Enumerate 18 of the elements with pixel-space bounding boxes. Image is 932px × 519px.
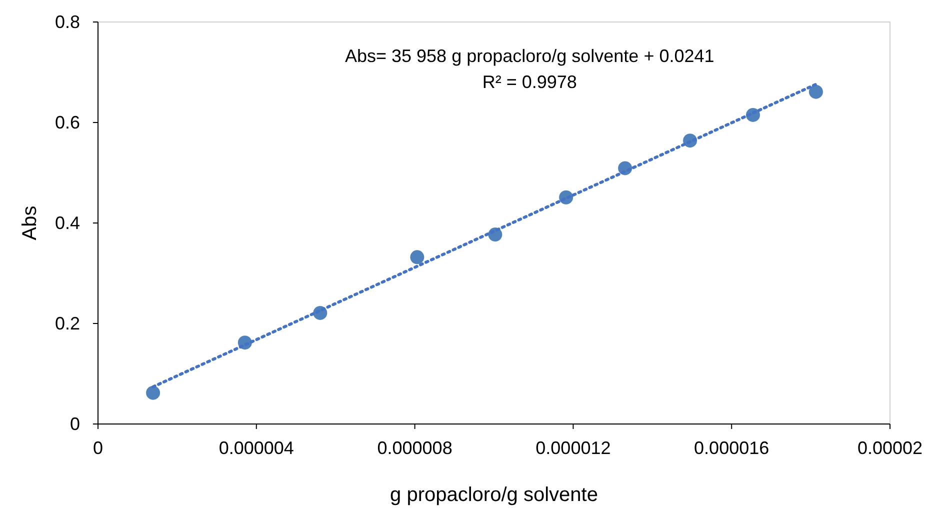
x-tick-label: 0.000008: [377, 438, 452, 458]
y-tick-label: 0.2: [54, 314, 80, 334]
x-tick-label: 0.000012: [536, 438, 611, 458]
x-tick-label: 0.000016: [694, 438, 770, 458]
point: [808, 84, 823, 99]
annotation: Abs= 35 958 g propacloro/g solvente + 0.0241: [345, 46, 714, 66]
x-tick-label: 0.00002: [857, 438, 923, 458]
x-axis-title: g propacloro/g solvente: [390, 484, 598, 506]
x-tick-label: 0: [92, 438, 104, 458]
point: [146, 386, 160, 400]
x-tick-label: 0.000004: [218, 438, 294, 458]
y-tick-label: 0.8: [54, 12, 80, 32]
point: [410, 250, 424, 264]
y-tick-label: 0: [70, 414, 80, 434]
annotation: R² = 0.9978: [482, 72, 577, 92]
y-tick-label: 0.4: [54, 213, 80, 233]
y-axis-title: Abs: [19, 206, 41, 240]
y-tick-label: 0.6: [54, 112, 80, 132]
